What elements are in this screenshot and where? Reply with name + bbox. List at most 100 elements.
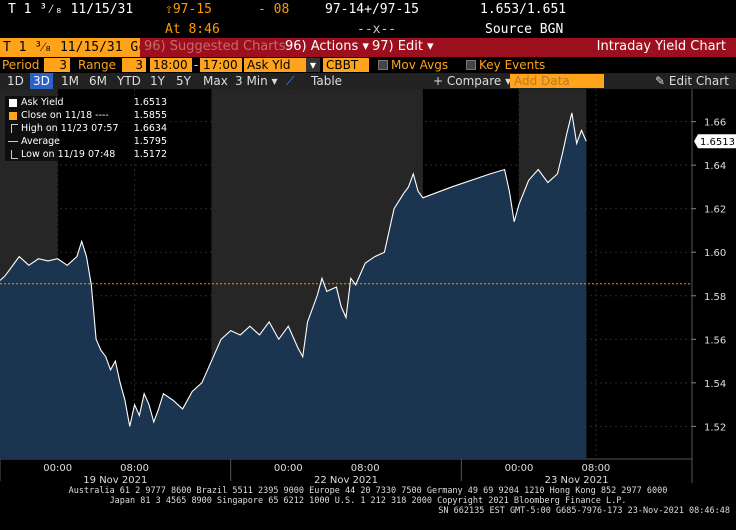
compare-button[interactable]: + Compare ▾ (433, 74, 512, 88)
source-input[interactable]: CBBT (323, 58, 369, 72)
y-tick-label: 1.56 (704, 335, 726, 346)
day-label: 23 Nov 2021 (545, 475, 609, 485)
y-axis-ticks: 1.52 1.54 1.56 1.58 1.60 1.62 1.64 1.66 (692, 118, 726, 433)
y-tick-label: 1.64 (704, 161, 726, 172)
line-chart-icon[interactable]: ⟋ (286, 74, 295, 88)
range-button-ytd[interactable]: YTD (117, 74, 141, 88)
y-tick-label: 1.58 (704, 292, 726, 303)
chart-legend[interactable]: Ask Yield 1.6513 Close on 11/18 ---- 1.5… (5, 96, 169, 161)
x-tick-label: 08:00 (120, 463, 149, 474)
legend-item-high[interactable]: High on 11/23 07:57 1.6634 (5, 122, 169, 135)
edit-chart-button[interactable]: ✎ Edit Chart (655, 74, 729, 88)
field-dropdown-arrow-icon[interactable]: ▾ (306, 58, 321, 72)
add-data-input[interactable]: Add Data (510, 74, 604, 88)
range-button-max[interactable]: Max (203, 74, 228, 88)
legend-label: Close on 11/18 ---- (21, 110, 109, 121)
range-button-3d[interactable]: 3D (30, 73, 53, 89)
day-label: 22 Nov 2021 (314, 475, 378, 485)
chart-parameters: Period 3 Range 3 18:00 - 17:00 Ask Yld ▾… (0, 57, 736, 73)
y-tick-label: 1.62 (704, 205, 726, 216)
mov-avgs-checkbox[interactable] (378, 60, 388, 70)
legend-value: 1.6513 (133, 97, 167, 108)
legend-item-low[interactable]: Low on 11/19 07:48 1.5172 (5, 148, 169, 161)
range-button-1m[interactable]: 1M (61, 74, 79, 88)
period-input[interactable]: 3 (44, 58, 70, 72)
range-button-5y[interactable]: 5Y (176, 74, 191, 88)
x-tick-label: 00:00 (505, 463, 534, 474)
key-events-label: Key Events (479, 58, 546, 72)
function-title-bar: T 1 ³⁄₈ 11/15/31 Gc 96) Suggested Charts… (0, 38, 736, 57)
last-value-text: 1.6513 (700, 137, 735, 148)
range-button-1d[interactable]: 1D (7, 74, 24, 88)
range-label: Range (78, 58, 117, 72)
mov-avgs-label: Mov Avgs (391, 58, 449, 72)
price-source: Source BGN (485, 22, 564, 37)
y-tick-label: 1.52 (704, 422, 726, 433)
y-tick-label: 1.66 (704, 118, 726, 129)
key-events-checkbox[interactable] (466, 60, 476, 70)
price-change: - 08 (258, 2, 290, 17)
bid-ask-prices: 97-14+/97-15 (325, 2, 419, 17)
day-label: 19 Nov 2021 (83, 475, 147, 485)
last-value-marker (694, 134, 736, 149)
legend-item-average[interactable]: Average 1.5795 (5, 135, 169, 148)
average-line-icon (8, 141, 18, 142)
x-tick-label: 00:00 (274, 463, 303, 474)
y-tick-label: 1.54 (704, 379, 726, 390)
time-from-input[interactable]: 18:00 (150, 58, 192, 72)
footer-contacts-line2: Japan 81 3 4565 8900 Singapore 65 6212 1… (109, 496, 627, 506)
x-tick-label: 08:00 (581, 463, 610, 474)
orange-square-icon (9, 112, 17, 120)
key-events-toggle[interactable]: Key Events (466, 58, 545, 72)
chart-title: Intraday Yield Chart (596, 39, 726, 54)
yield-area-fill (0, 112, 587, 460)
quote-time: At 8:46 (165, 22, 220, 37)
table-button[interactable]: Table (311, 74, 343, 88)
range-toolbar: 1D 3D 1M 6M YTD 1Y 5Y Max 3 Min ▾ ⟋ Tabl… (0, 73, 736, 89)
legend-value: 1.6634 (133, 123, 167, 134)
x-tick-label: 00:00 (43, 463, 72, 474)
mov-avgs-toggle[interactable]: Mov Avgs (378, 58, 448, 72)
legend-label: Low on 11/19 07:48 (21, 149, 116, 160)
time-separator-icon: - (194, 58, 199, 72)
period-label: Period (2, 58, 40, 72)
quote-header: T 1 ³⁄₈ 11/15/31 ⇧97-15 - 08 97-14+/97-1… (0, 0, 736, 20)
footer-session-info: SN 662135 EST GMT-5:00 G685-7976-173 23-… (438, 506, 730, 516)
bid-ask-yields: 1.653/1.651 (480, 2, 567, 17)
high-marker-icon (11, 124, 18, 133)
actions-menu[interactable]: 96) Actions ▾ (285, 39, 369, 54)
legend-value: 1.5855 (133, 110, 167, 121)
field-select[interactable]: Ask Yld (244, 58, 308, 72)
yield-chart[interactable]: 1.52 1.54 1.56 1.58 1.60 1.62 1.64 1.66 00:00 08… (0, 89, 736, 486)
edit-menu[interactable]: 97) Edit ▾ (372, 39, 434, 54)
bid-ask-size: --x-- (357, 22, 397, 37)
x-tick-label: 08:00 (351, 463, 380, 474)
ticker-label: T 1 ³⁄₈ 11/15/31 (8, 2, 134, 17)
legend-value: 1.5795 (133, 136, 167, 147)
time-to-input[interactable]: 17:00 (200, 58, 242, 72)
ask-yield-line[interactable] (0, 112, 587, 427)
footer-contacts-line1: Australia 61 2 9777 8600 Brazil 5511 239… (68, 486, 668, 496)
suggested-charts-button[interactable]: 96) Suggested Charts (144, 39, 286, 54)
legend-label: Average (21, 136, 61, 147)
range-button-6m[interactable]: 6M (89, 74, 107, 88)
range-input[interactable]: 3 (122, 58, 146, 72)
footer: Australia 61 2 9777 8600 Brazil 5511 239… (0, 486, 736, 530)
legend-item-ask-yield[interactable]: Ask Yield 1.6513 (5, 96, 169, 109)
range-button-1y[interactable]: 1Y (150, 74, 165, 88)
low-marker-icon (11, 150, 18, 159)
white-square-icon (9, 99, 17, 107)
last-value-tag: 1.6513 (694, 134, 736, 149)
legend-item-close[interactable]: Close on 11/18 ---- 1.5855 (5, 109, 169, 122)
legend-label: Ask Yield (21, 97, 64, 108)
field-select-value: Ask Yld (247, 58, 291, 72)
y-tick-label: 1.60 (704, 248, 726, 259)
legend-label: High on 11/23 07:57 (21, 123, 119, 134)
chart-panel[interactable]: 1.52 1.54 1.56 1.58 1.60 1.62 1.64 1.66 00:00 08… (0, 89, 736, 486)
last-price: ⇧97-15 (165, 2, 212, 17)
quote-subheader: At 8:46 --x-- Source BGN (0, 20, 736, 38)
security-input[interactable]: T 1 ³⁄₈ 11/15/31 Gc (0, 38, 140, 57)
interval-select[interactable]: 3 Min ▾ (235, 74, 278, 88)
legend-value: 1.5172 (133, 149, 167, 160)
